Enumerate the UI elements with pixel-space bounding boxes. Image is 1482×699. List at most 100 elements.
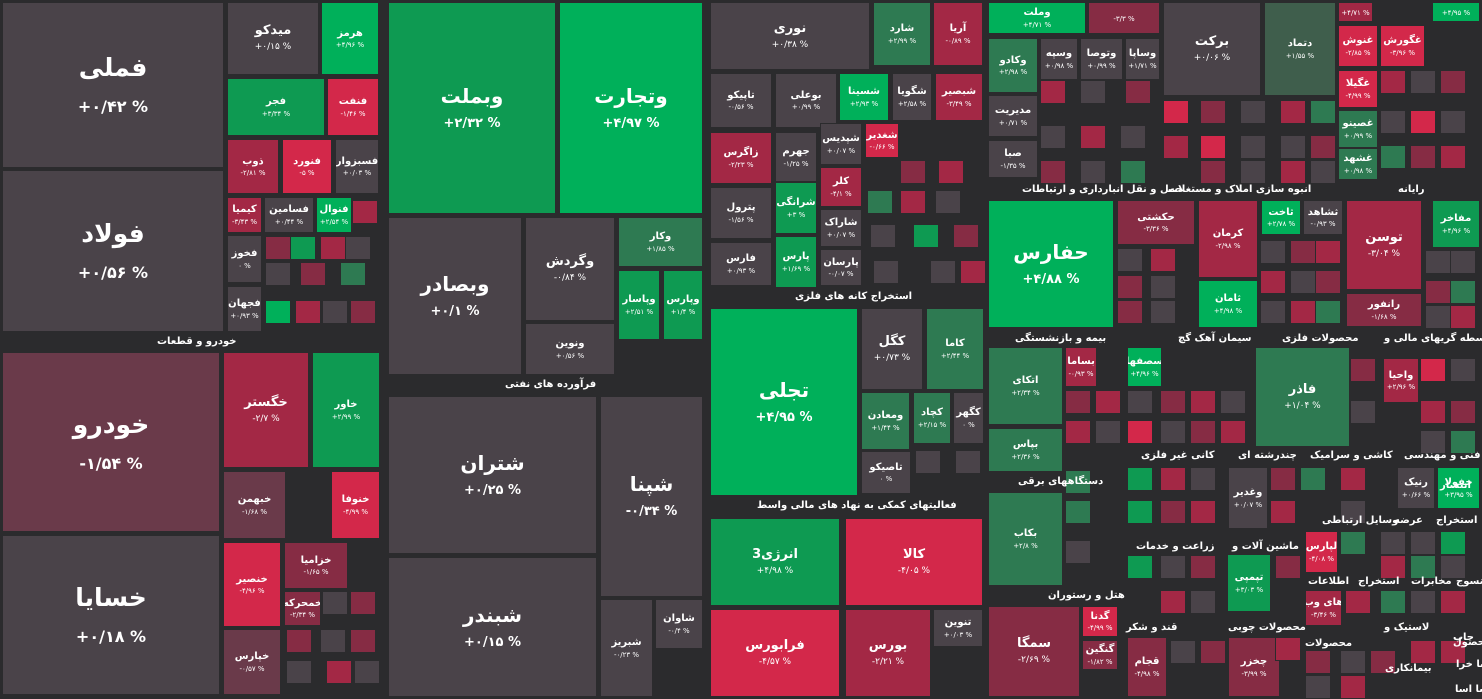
stock-tile-small[interactable] [1450, 430, 1476, 454]
stock-tile-small[interactable] [1440, 531, 1466, 555]
stock-tile-small[interactable] [1340, 500, 1366, 524]
stock-tile-small[interactable] [1310, 100, 1336, 124]
stock-tile[interactable]: فولاد +۰/۵۶ % [2, 170, 224, 332]
stock-tile[interactable]: فسبزوار +۰/۰۳ % [335, 139, 379, 194]
stock-tile[interactable]: کیمیا -۳/۴۳ % [227, 197, 262, 233]
stock-tile-small[interactable] [1280, 135, 1306, 159]
stock-tile[interactable]: کگهر ۰ % [953, 392, 984, 444]
stock-tile-small[interactable] [1190, 590, 1216, 614]
stock-tile-small[interactable] [870, 224, 896, 248]
stock-tile-small[interactable] [1080, 80, 1106, 104]
stock-tile-small[interactable] [1440, 640, 1466, 664]
stock-tile[interactable]: شرانگی +۳ % [775, 182, 817, 234]
stock-tile[interactable]: شبندر +۰/۱۵ % [388, 557, 597, 697]
stock-tile[interactable]: تاصیکو ۰ % [861, 451, 911, 494]
stock-tile-small[interactable] [265, 300, 291, 324]
stock-tile-small[interactable] [1410, 555, 1436, 579]
stock-tile-small[interactable] [1270, 467, 1296, 491]
stock-tile-small[interactable] [1080, 125, 1106, 149]
stock-tile[interactable]: فجهان +۰/۹۳ % [227, 286, 262, 332]
stock-tile-small[interactable] [340, 262, 366, 286]
stock-tile-small[interactable] [1305, 650, 1331, 674]
stock-tile-small[interactable] [1280, 160, 1306, 184]
stock-tile-small[interactable] [960, 260, 986, 284]
stock-tile-small[interactable] [1380, 590, 1406, 614]
stock-tile-small[interactable] [1350, 358, 1376, 382]
stock-tile[interactable]: تجلی +۴/۹۵ % [710, 308, 858, 496]
stock-tile[interactable]: تاپیکو -۰/۵۶ % [710, 73, 772, 128]
stock-tile-small[interactable] [1260, 240, 1286, 264]
stock-tile[interactable]: وسپه +۰/۹۸ % [1040, 38, 1078, 80]
stock-tile-small[interactable] [1220, 390, 1246, 414]
stock-tile-small[interactable] [1425, 280, 1451, 304]
stock-tile-small[interactable] [1117, 275, 1143, 299]
stock-tile-small[interactable] [1310, 135, 1336, 159]
stock-tile-small[interactable] [1370, 650, 1396, 674]
stock-tile[interactable]: پارس +۱/۶۹ % [775, 236, 817, 288]
stock-tile-small[interactable] [1160, 420, 1186, 444]
stock-tile-small[interactable] [1190, 500, 1216, 524]
stock-tile-small[interactable] [1270, 500, 1296, 524]
stock-tile[interactable]: خنصیر -۴/۹۶ % [223, 542, 281, 627]
stock-tile-small[interactable] [352, 200, 378, 224]
stock-tile-small[interactable] [1340, 675, 1366, 699]
stock-tile[interactable]: بورس -۲/۲۱ % [845, 609, 931, 697]
stock-tile-small[interactable] [1117, 248, 1143, 272]
stock-tile-small[interactable] [900, 160, 926, 184]
stock-tile[interactable]: غگیلا -۴/۹۹ % [1338, 70, 1378, 108]
stock-tile-small[interactable] [1440, 145, 1466, 169]
stock-tile-small[interactable] [1380, 555, 1406, 579]
stock-tile-small[interactable] [1380, 70, 1406, 94]
stock-tile-small[interactable] [1240, 135, 1266, 159]
stock-tile-small[interactable] [1065, 420, 1091, 444]
stock-tile-small[interactable] [1310, 160, 1336, 184]
stock-tile-small[interactable] [1340, 467, 1366, 491]
stock-tile[interactable]: اتکای +۲/۳۴ % [988, 347, 1063, 425]
stock-tile-small[interactable] [1425, 305, 1451, 329]
stock-tile[interactable]: ومعادن +۱/۴۴ % [861, 392, 910, 450]
stock-tile[interactable]: وکار +۱/۸۵ % [618, 217, 703, 267]
stock-tile-small[interactable] [1450, 280, 1476, 304]
stock-tile[interactable]: خاور +۲/۹۹ % [312, 352, 380, 468]
stock-tile-small[interactable] [350, 629, 376, 653]
stock-tile-small[interactable] [1065, 540, 1091, 564]
stock-tile[interactable]: وتجارت +۴/۹۷ % [559, 2, 703, 214]
stock-tile[interactable]: کچاد +۲/۱۵ % [913, 392, 951, 444]
stock-tile[interactable]: فنورد -۵ % [282, 139, 332, 194]
stock-tile-small[interactable] [300, 262, 326, 286]
stock-tile-small[interactable] [1380, 110, 1406, 134]
stock-tile-small[interactable] [1305, 675, 1331, 699]
stock-tile[interactable]: واحیا +۲/۹۶ % [1383, 358, 1419, 403]
stock-tile[interactable]: +۴/۷۱ % [1338, 2, 1373, 22]
stock-tile[interactable]: شاراک +۰/۰۷ % [820, 209, 862, 247]
stock-tile[interactable]: شپدیس +۰/۰۷ % [820, 123, 862, 165]
stock-tile[interactable]: تپمپی +۳/۰۳ % [1227, 554, 1271, 612]
stock-tile[interactable]: خودرو -۱/۵۴ % [2, 352, 220, 532]
stock-tile-small[interactable] [350, 591, 376, 615]
stock-tile[interactable]: پترول -۱/۵۶ % [710, 187, 772, 239]
stock-tile-small[interactable] [1040, 80, 1066, 104]
stock-tile-small[interactable] [1190, 390, 1216, 414]
stock-tile-small[interactable] [1117, 300, 1143, 324]
stock-tile-small[interactable] [1160, 500, 1186, 524]
stock-tile-small[interactable] [1275, 637, 1301, 661]
stock-tile[interactable]: ونوین +۰/۵۶ % [525, 323, 615, 375]
stock-tile-small[interactable] [1160, 390, 1186, 414]
stock-tile[interactable]: سصفها +۴/۹۶ % [1127, 347, 1162, 387]
stock-tile[interactable]: وبصادر +۰/۱ % [388, 217, 522, 375]
stock-tile[interactable]: کاما +۲/۴۴ % [926, 308, 984, 390]
stock-tile[interactable]: غنوش -۲/۸۵ % [1338, 25, 1378, 67]
stock-tile[interactable]: زاگرس -۲/۲۳ % [710, 132, 772, 184]
stock-tile-small[interactable] [345, 236, 371, 260]
stock-tile-small[interactable] [1127, 420, 1153, 444]
stock-tile[interactable]: انرژی3 +۴/۹۸ % [710, 518, 840, 606]
stock-tile-small[interactable] [1150, 275, 1176, 299]
stock-tile[interactable]: غشهد +۰/۹۸ % [1338, 148, 1378, 180]
stock-tile[interactable]: لپارس -۴/۰۸ % [1305, 531, 1338, 573]
stock-tile-small[interactable] [1380, 531, 1406, 555]
stock-tile[interactable]: خبهمن -۱/۶۸ % [223, 471, 286, 539]
stock-tile[interactable]: وغدیر +۰/۰۷ % [1228, 467, 1268, 529]
stock-tile[interactable]: کالا -۴/۰۵ % [845, 518, 983, 606]
stock-tile-small[interactable] [1450, 250, 1476, 274]
stock-tile-small[interactable] [1450, 305, 1476, 329]
